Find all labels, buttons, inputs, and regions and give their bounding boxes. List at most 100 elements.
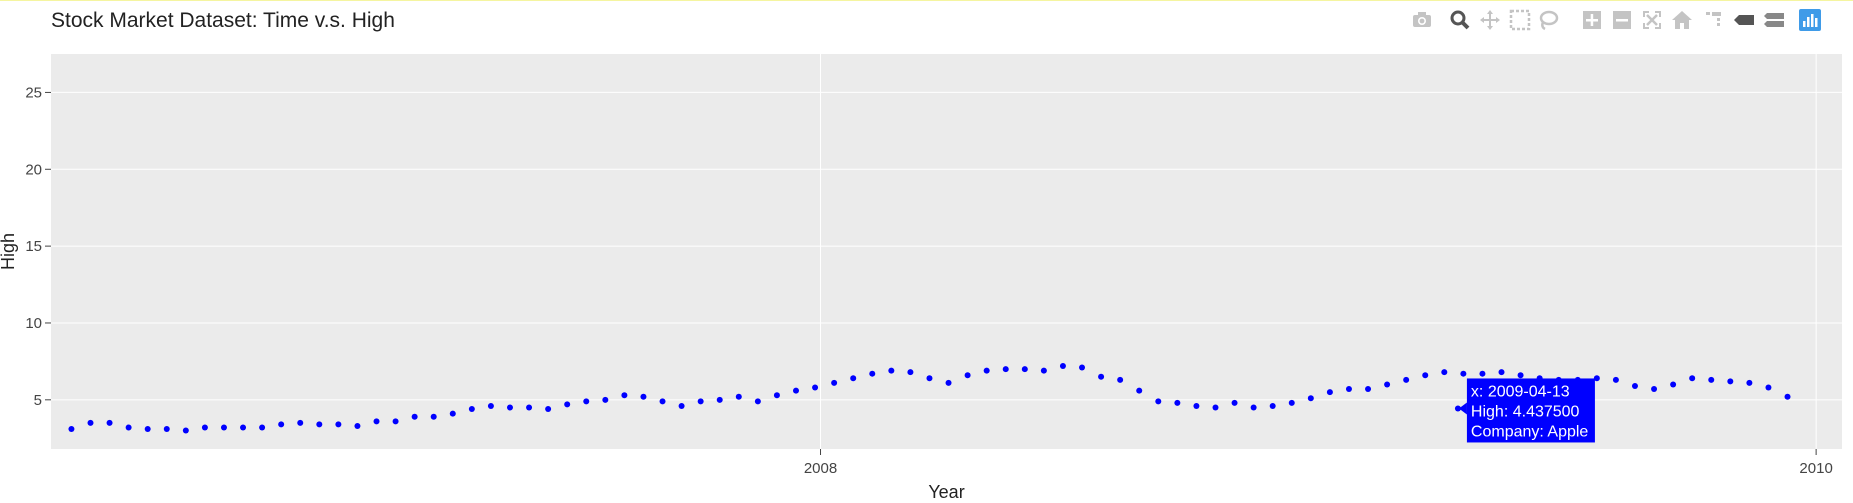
data-point[interactable] [735,393,742,400]
autoscale-icon[interactable] [1641,9,1663,31]
data-point[interactable] [1670,381,1677,388]
data-point[interactable] [1059,363,1066,370]
data-point[interactable] [144,426,151,433]
data-point[interactable] [1021,366,1028,373]
data-point[interactable] [1365,386,1372,393]
data-point[interactable] [1345,386,1352,393]
data-point[interactable] [1307,395,1314,402]
data-point[interactable] [945,379,952,386]
data-point[interactable] [793,387,800,394]
data-point[interactable] [1441,369,1448,376]
data-point[interactable] [240,424,247,431]
data-point[interactable] [964,372,971,379]
data-point[interactable] [907,369,914,376]
data-point[interactable] [1079,364,1086,371]
data-point[interactable] [1326,389,1333,396]
data-point[interactable] [926,375,933,382]
plotly-logo-icon[interactable] [1799,9,1821,31]
data-point[interactable] [831,379,838,386]
spike-lines-icon[interactable] [1703,9,1725,31]
data-point[interactable] [201,424,208,431]
data-point[interactable] [678,402,685,409]
data-point[interactable] [487,402,494,409]
data-point[interactable] [297,419,304,426]
lasso-icon[interactable] [1537,9,1559,31]
pan-icon[interactable] [1479,9,1501,31]
data-point[interactable] [1193,402,1200,409]
data-point[interactable] [1479,370,1486,377]
zoom-in-icon[interactable] [1581,9,1603,31]
data-point[interactable] [564,401,571,408]
data-point[interactable] [1746,379,1753,386]
hovered-point[interactable] [1454,405,1461,412]
data-point[interactable] [812,384,819,391]
data-point[interactable] [1460,370,1467,377]
data-point[interactable] [640,393,647,400]
data-point[interactable] [1288,399,1295,406]
data-point[interactable] [1689,375,1696,382]
data-point[interactable] [278,421,285,428]
data-point[interactable] [773,392,780,399]
data-point[interactable] [754,398,761,405]
zoom-icon[interactable] [1449,9,1471,31]
data-point[interactable] [526,404,533,411]
data-point[interactable] [335,421,342,428]
data-point[interactable] [68,426,75,433]
data-point[interactable] [869,370,876,377]
data-point[interactable] [87,419,94,426]
data-point[interactable] [1231,399,1238,406]
data-point[interactable] [1250,404,1257,411]
data-point[interactable] [106,419,113,426]
data-point[interactable] [392,418,399,425]
data-point[interactable] [888,367,895,374]
data-point[interactable] [1212,404,1219,411]
hover-compare-icon[interactable] [1763,9,1785,31]
data-point[interactable] [1593,375,1600,382]
data-point[interactable] [1631,382,1638,389]
data-point[interactable] [583,398,590,405]
box-select-icon[interactable] [1509,9,1531,31]
data-point[interactable] [259,424,266,431]
data-point[interactable] [411,413,418,420]
data-point[interactable] [1174,399,1181,406]
camera-icon[interactable] [1411,9,1433,31]
data-point[interactable] [1517,372,1524,379]
data-point[interactable] [1727,378,1734,385]
data-point[interactable] [716,396,723,403]
data-point[interactable] [1384,381,1391,388]
data-point[interactable] [850,375,857,382]
data-point[interactable] [983,367,990,374]
data-point[interactable] [125,424,132,431]
data-point[interactable] [602,396,609,403]
zoom-out-icon[interactable] [1611,9,1633,31]
data-point[interactable] [1765,384,1772,391]
data-point[interactable] [182,427,189,434]
data-point[interactable] [621,392,628,399]
data-point[interactable] [449,410,456,417]
data-point[interactable] [1784,393,1791,400]
data-point[interactable] [1269,402,1276,409]
data-point[interactable] [1422,372,1429,379]
data-point[interactable] [430,413,437,420]
data-point[interactable] [1708,376,1715,383]
data-point[interactable] [354,422,361,429]
data-point[interactable] [659,398,666,405]
data-point[interactable] [1498,369,1505,376]
data-point[interactable] [506,404,513,411]
data-point[interactable] [1117,376,1124,383]
data-point[interactable] [1098,373,1105,380]
data-point[interactable] [1136,387,1143,394]
data-point[interactable] [1651,386,1658,393]
data-point[interactable] [1612,376,1619,383]
data-point[interactable] [697,398,704,405]
data-point[interactable] [468,406,475,413]
data-point[interactable] [1155,398,1162,405]
reset-axes-icon[interactable] [1671,9,1693,31]
data-point[interactable] [1002,366,1009,373]
data-point[interactable] [220,424,227,431]
data-point[interactable] [373,418,380,425]
hover-closest-icon[interactable] [1733,9,1755,31]
data-point[interactable] [163,426,170,433]
data-point[interactable] [1040,367,1047,374]
